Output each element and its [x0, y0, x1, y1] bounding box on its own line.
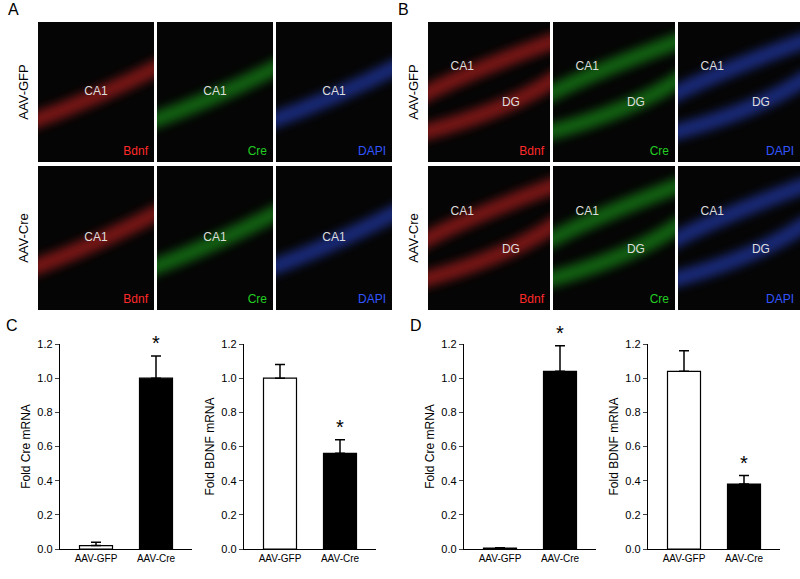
- svg-text:CA1: CA1: [700, 204, 724, 218]
- svg-text:Fold BDNF mRNA: Fold BDNF mRNA: [203, 397, 217, 495]
- svg-text:1.2: 1.2: [37, 338, 52, 350]
- svg-text:AAV-Cre: AAV-Cre: [16, 213, 31, 263]
- svg-text:0.6: 0.6: [441, 440, 456, 452]
- svg-text:A: A: [8, 1, 19, 18]
- svg-text:DG: DG: [627, 242, 645, 256]
- svg-text:Bdnf: Bdnf: [123, 292, 148, 306]
- svg-text:Bdnf: Bdnf: [519, 292, 544, 306]
- svg-text:DAPI: DAPI: [766, 144, 794, 158]
- svg-text:AAV-Cre: AAV-Cre: [725, 553, 764, 564]
- svg-text:CA1: CA1: [450, 59, 474, 73]
- svg-text:CA1: CA1: [322, 84, 346, 98]
- svg-text:AAV-Cre: AAV-Cre: [137, 553, 176, 564]
- svg-text:1.2: 1.2: [625, 338, 640, 350]
- svg-text:Bdnf: Bdnf: [519, 144, 544, 158]
- svg-text:CA1: CA1: [700, 59, 724, 73]
- svg-text:0.8: 0.8: [441, 406, 456, 418]
- svg-text:0.4: 0.4: [625, 475, 640, 487]
- svg-text:0.8: 0.8: [625, 406, 640, 418]
- svg-text:AAV-GFP: AAV-GFP: [663, 553, 706, 564]
- svg-text:0.8: 0.8: [221, 406, 236, 418]
- svg-text:B: B: [398, 1, 409, 18]
- svg-text:Cre: Cre: [248, 144, 268, 158]
- svg-text:0.8: 0.8: [37, 406, 52, 418]
- svg-text:CA1: CA1: [575, 204, 599, 218]
- svg-text:CA1: CA1: [450, 204, 474, 218]
- svg-text:CA1: CA1: [84, 230, 108, 244]
- svg-text:1.2: 1.2: [221, 338, 236, 350]
- svg-text:Fold Cre mRNA: Fold Cre mRNA: [19, 404, 33, 489]
- svg-text:1.0: 1.0: [441, 372, 456, 384]
- svg-text:0.0: 0.0: [221, 543, 236, 555]
- svg-text:AAV-GFP: AAV-GFP: [75, 553, 118, 564]
- svg-text:AAV-GFP: AAV-GFP: [479, 553, 522, 564]
- svg-text:0.4: 0.4: [441, 475, 456, 487]
- svg-text:DAPI: DAPI: [358, 144, 386, 158]
- svg-text:0.6: 0.6: [37, 440, 52, 452]
- svg-text:1.2: 1.2: [441, 338, 456, 350]
- svg-text:Cre: Cre: [650, 292, 670, 306]
- svg-text:Fold Cre mRNA: Fold Cre mRNA: [423, 404, 437, 489]
- svg-text:0.6: 0.6: [625, 440, 640, 452]
- svg-text:*: *: [740, 452, 748, 474]
- svg-text:*: *: [556, 322, 564, 344]
- svg-text:0.2: 0.2: [37, 509, 52, 521]
- svg-text:1.0: 1.0: [625, 372, 640, 384]
- svg-text:AAV-GFP: AAV-GFP: [406, 64, 421, 119]
- svg-text:AAV-Cre: AAV-Cre: [406, 213, 421, 263]
- svg-text:DG: DG: [752, 95, 770, 109]
- svg-text:0.0: 0.0: [625, 543, 640, 555]
- svg-text:DAPI: DAPI: [766, 292, 794, 306]
- svg-text:CA1: CA1: [203, 230, 227, 244]
- svg-text:DG: DG: [627, 95, 645, 109]
- svg-text:CA1: CA1: [322, 230, 346, 244]
- svg-text:0.2: 0.2: [441, 509, 456, 521]
- svg-text:Bdnf: Bdnf: [123, 144, 148, 158]
- svg-text:AAV-GFP: AAV-GFP: [16, 64, 31, 119]
- svg-text:DAPI: DAPI: [358, 292, 386, 306]
- svg-text:DG: DG: [502, 95, 520, 109]
- svg-text:DG: DG: [752, 242, 770, 256]
- svg-text:D: D: [410, 317, 422, 334]
- svg-text:1.0: 1.0: [37, 372, 52, 384]
- svg-text:0.0: 0.0: [37, 543, 52, 555]
- svg-text:AAV-GFP: AAV-GFP: [259, 553, 302, 564]
- svg-text:0.0: 0.0: [441, 543, 456, 555]
- svg-text:AAV-Cre: AAV-Cre: [541, 553, 580, 564]
- svg-text:CA1: CA1: [84, 84, 108, 98]
- svg-text:0.2: 0.2: [625, 509, 640, 521]
- svg-text:Cre: Cre: [650, 144, 670, 158]
- svg-text:CA1: CA1: [575, 59, 599, 73]
- svg-text:C: C: [6, 317, 18, 334]
- svg-text:0.2: 0.2: [221, 509, 236, 521]
- svg-text:*: *: [336, 416, 344, 438]
- svg-text:0.4: 0.4: [221, 475, 236, 487]
- svg-text:0.4: 0.4: [37, 475, 52, 487]
- svg-text:CA1: CA1: [203, 84, 227, 98]
- svg-text:AAV-Cre: AAV-Cre: [321, 553, 360, 564]
- svg-text:1.0: 1.0: [221, 372, 236, 384]
- svg-text:Fold BDNF mRNA: Fold BDNF mRNA: [607, 397, 621, 495]
- svg-text:DG: DG: [502, 242, 520, 256]
- svg-text:0.6: 0.6: [221, 440, 236, 452]
- svg-text:Cre: Cre: [248, 292, 268, 306]
- svg-text:*: *: [152, 332, 160, 354]
